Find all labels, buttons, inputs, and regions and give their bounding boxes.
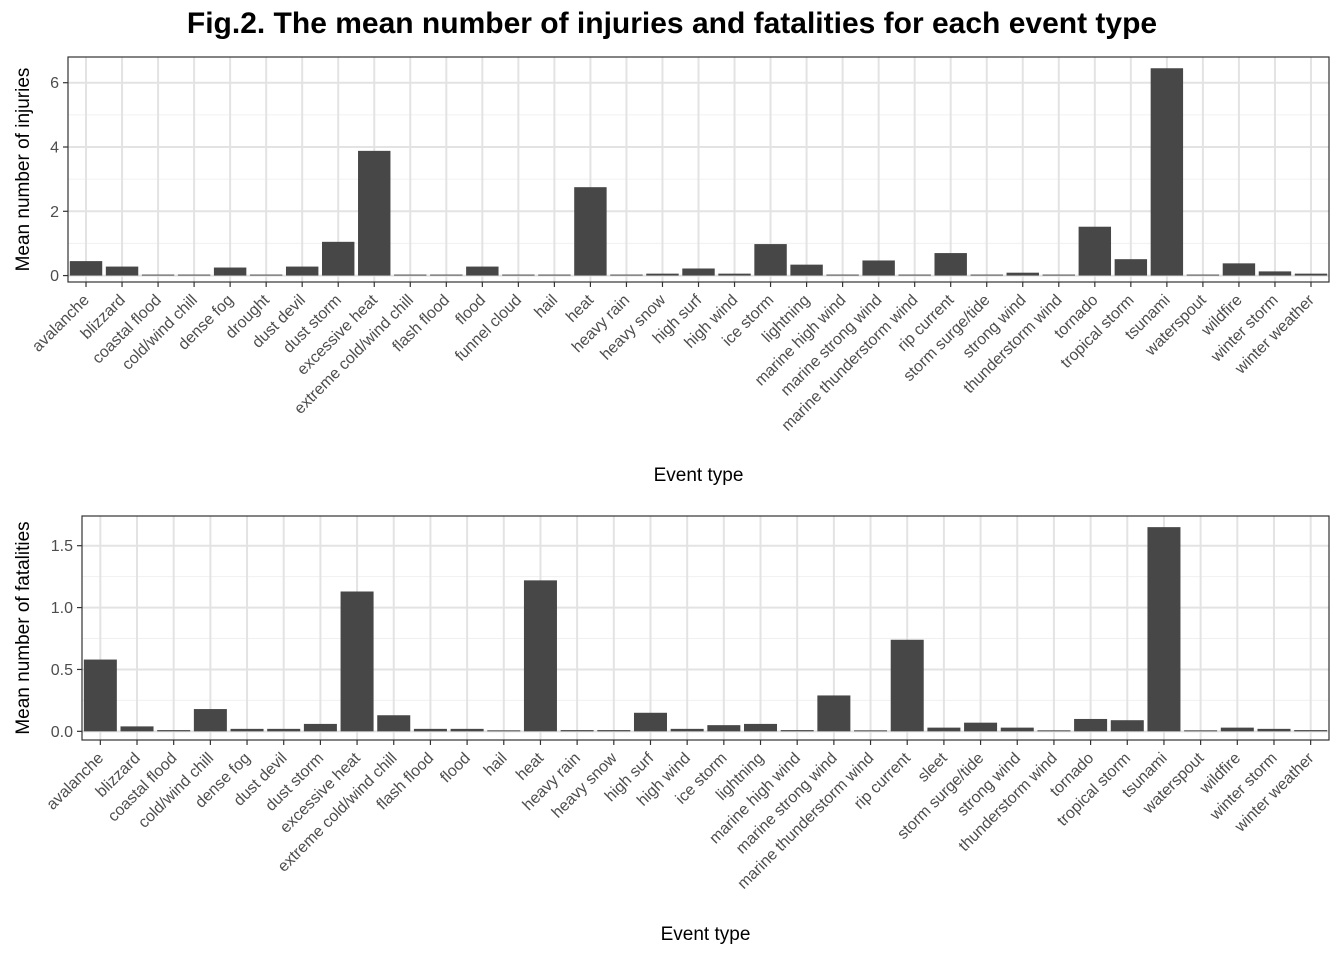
y-tick-label: 0.0 (51, 724, 73, 741)
plot-border (81, 515, 1330, 741)
bar-hail (487, 730, 521, 732)
bar-avalanche (69, 261, 103, 276)
bar-heat (574, 187, 607, 276)
bar-dense-fog (230, 728, 264, 732)
bar-hail (538, 274, 571, 276)
bar-tropical-storm (1110, 720, 1144, 732)
bar-excessive-heat (358, 150, 391, 276)
bar-marine-high-wind (780, 730, 814, 732)
bar-heavy-rain (610, 274, 643, 276)
bar-drought (249, 274, 283, 276)
bar-coastal-flood (157, 730, 191, 732)
bar-wildfire (1220, 727, 1254, 732)
bar-marine-thunderstorm-wind (854, 730, 888, 732)
y-axis-title: Mean number of fatalities (13, 521, 34, 734)
bar-thunderstorm-wind (1037, 730, 1071, 732)
bar-flood (450, 728, 484, 732)
bar-high-surf (682, 268, 715, 276)
bar-lightning (790, 264, 823, 276)
bar-strong-wind (1000, 727, 1034, 732)
x-tick-label-avalanche: avalanche (29, 292, 93, 356)
bar-marine-strong-wind (862, 260, 895, 276)
bar-funnel-cloud (502, 274, 535, 276)
bar-coastal-flood (141, 274, 175, 276)
bar-rip-current (934, 253, 967, 276)
bar-winter-storm (1257, 728, 1291, 732)
bar-heat (523, 580, 557, 732)
bar-dense-fog (213, 267, 247, 276)
bar-heavy-snow (597, 730, 631, 732)
bar-cold-wind-chill (193, 709, 227, 732)
plot-background (82, 516, 1329, 740)
bar-high-surf (633, 712, 667, 732)
x-tick-label-funnel-cloud: funnel cloud (452, 292, 525, 365)
y-tick-label: 0.5 (51, 662, 73, 679)
bar-tropical-storm (1114, 259, 1148, 276)
bar-marine-strong-wind (817, 695, 851, 732)
x-tick-label-avalanche: avalanche (44, 750, 108, 814)
bar-storm-surge-tide (970, 274, 1003, 276)
bar-dust-devil (285, 266, 319, 276)
x-axis-title: Event type (654, 465, 744, 486)
y-tick-label: 6 (50, 75, 59, 92)
bar-blizzard (120, 726, 154, 732)
bar-sleet (927, 727, 961, 732)
x-tick-label-flood: flood (437, 750, 474, 787)
bar-excessive-heat (340, 591, 374, 732)
bar-high-wind (718, 273, 751, 276)
bar-marine-high-wind (826, 274, 859, 276)
y-tick-label: 2 (50, 204, 59, 221)
bar-tsunami (1147, 527, 1181, 732)
bar-thunderstorm-wind (1042, 274, 1075, 276)
bar-winter-weather (1294, 273, 1328, 276)
bar-tornado (1074, 718, 1108, 732)
bar-flood (466, 266, 499, 276)
bar-dust-storm (322, 241, 355, 276)
y-tick-label: 1.0 (51, 600, 73, 617)
bar-winter-storm (1258, 271, 1292, 276)
bar-heavy-rain (560, 730, 594, 732)
bar-storm-surge-tide (964, 722, 998, 732)
bar-waterspout (1184, 730, 1218, 732)
y-tick-label: 4 (50, 140, 59, 157)
bar-dust-storm (303, 723, 337, 732)
x-tick-label-hail: hail (532, 292, 562, 322)
bar-high-wind (670, 728, 704, 732)
bar-tsunami (1150, 68, 1184, 276)
y-tick-label: 0 (50, 268, 59, 285)
bar-marine-thunderstorm-wind (898, 274, 931, 276)
bar-avalanche (83, 659, 117, 732)
bar-flash-flood (430, 274, 463, 276)
bar-extreme-cold-wind-chill (377, 715, 411, 732)
bar-flash-flood (413, 728, 447, 732)
bar-heavy-snow (646, 273, 679, 276)
bar-blizzard (105, 266, 139, 276)
bar-dust-devil (267, 728, 301, 732)
bar-rip-current (890, 639, 924, 732)
bar-cold-wind-chill (177, 274, 211, 276)
bar-ice-storm (707, 725, 741, 732)
bar-tornado (1078, 226, 1112, 276)
y-tick-label: 1.5 (51, 538, 73, 555)
x-axis-title: Event type (661, 924, 751, 945)
bar-ice-storm (754, 244, 787, 276)
bar-wildfire (1222, 263, 1256, 276)
bar-lightning (744, 723, 778, 732)
bar-waterspout (1186, 274, 1220, 276)
figure-title: Fig.2. The mean number of injuries and f… (187, 7, 1157, 40)
bar-extreme-cold-wind-chill (394, 274, 427, 276)
y-axis-title: Mean number of injuries (13, 68, 34, 272)
x-tick-label-hail: hail (481, 750, 511, 780)
bar-winter-weather (1294, 730, 1328, 732)
bar-strong-wind (1006, 272, 1039, 276)
